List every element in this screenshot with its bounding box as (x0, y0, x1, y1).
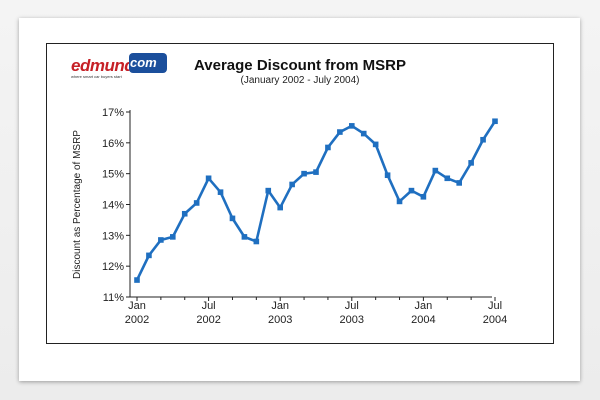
data-point (444, 175, 451, 182)
logo-com-text: com (130, 55, 157, 70)
logo-com-badge: com (129, 53, 167, 73)
x-tick-label-month: Jan (128, 300, 146, 312)
data-point (360, 130, 367, 137)
y-tick-label: 13% (102, 230, 124, 242)
data-point (301, 170, 307, 177)
y-tick-label: 11% (103, 292, 124, 304)
x-tick-label-month: Jul (345, 300, 359, 312)
x-tick-label-year: 2003 (340, 314, 364, 326)
data-point (456, 180, 462, 186)
y-tick-label: 15% (102, 169, 124, 181)
data-point (384, 172, 391, 179)
x-tick-label-year: 2003 (268, 314, 292, 326)
x-tick-label-month: Jul (202, 300, 216, 312)
data-point (146, 252, 152, 259)
data-point (372, 141, 379, 148)
data-point (181, 210, 188, 217)
data-point (492, 118, 498, 125)
chart-panel (46, 43, 554, 344)
edmunds-logo: edmunds com where smart car buyers start (71, 53, 167, 83)
y-tick-label: 14% (102, 200, 124, 212)
data-point (349, 123, 355, 129)
chart-subtitle: (January 2002 - July 2004) (240, 75, 360, 86)
x-tick-label-month: Jul (488, 300, 502, 312)
series-line (135, 120, 497, 281)
y-tick-label: 17% (102, 107, 124, 119)
data-point (134, 277, 140, 283)
x-tick-label-year: 2004 (411, 314, 435, 326)
data-point (265, 187, 272, 194)
data-point (277, 204, 283, 211)
logo-wordmark: edmunds (71, 56, 144, 75)
data-point (325, 144, 331, 151)
data-point (408, 187, 415, 194)
data-point (432, 167, 439, 174)
data-point (253, 238, 260, 245)
data-point (420, 193, 427, 200)
data-point (193, 200, 200, 206)
data-point (480, 136, 486, 143)
x-tick-label-month: Jan (415, 300, 433, 312)
data-point (158, 237, 164, 243)
y-tick-label: 16% (102, 138, 124, 150)
chart-title: Average Discount from MSRP (194, 57, 406, 74)
data-point (337, 129, 343, 135)
x-tick-label-year: 2002 (125, 314, 149, 326)
y-axis-label: Discount as Percentage of MSRP (72, 130, 83, 279)
x-tick-label-year: 2002 (196, 314, 220, 326)
data-point (217, 189, 224, 195)
data-point (289, 181, 295, 188)
data-point (396, 198, 403, 205)
x-tick-label-year: 2004 (483, 314, 507, 326)
logo-tagline: where smart car buyers start (71, 74, 122, 79)
data-point (205, 175, 212, 182)
data-point (241, 234, 248, 240)
y-tick-label: 12% (102, 261, 124, 273)
data-point (313, 169, 319, 175)
data-point (229, 215, 236, 222)
data-point (170, 234, 176, 240)
data-point (468, 160, 474, 166)
x-tick-label-month: Jan (271, 300, 289, 312)
